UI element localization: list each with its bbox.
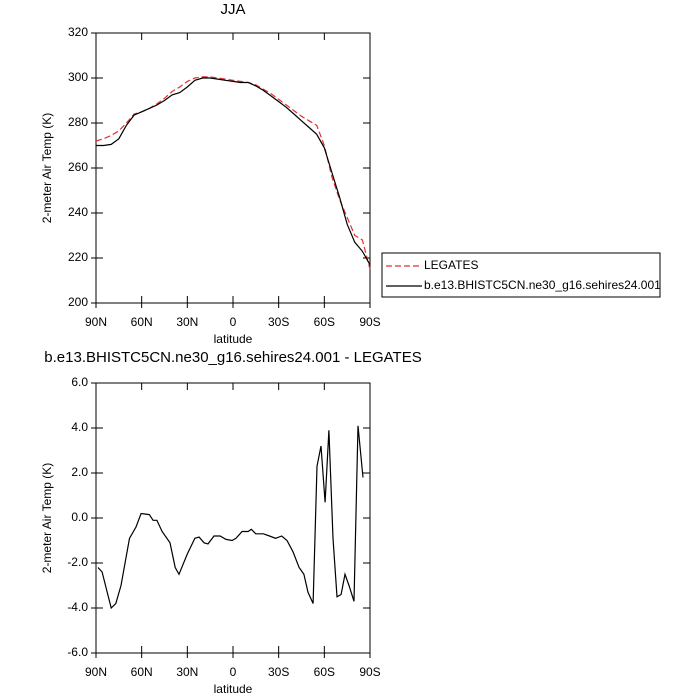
plot-frame — [95, 382, 371, 654]
x-tick-label: 0 — [230, 315, 237, 329]
legend-box — [381, 252, 661, 298]
y-tick-label: 220 — [68, 250, 88, 264]
y-axis-label: 2-meter Air Temp (K) — [40, 113, 54, 223]
x-axis-label: latitude — [214, 682, 253, 696]
y-axis-label: 2-meter Air Temp (K) — [40, 463, 54, 573]
x-tick-label: 90S — [359, 665, 380, 679]
y-tick-label: 240 — [68, 205, 88, 219]
x-tick-label: 30S — [268, 315, 289, 329]
x-tick-label: 90S — [359, 315, 380, 329]
x-tick-label: 60S — [314, 665, 335, 679]
y-tick-label: 260 — [68, 160, 88, 174]
y-tick-label: 320 — [68, 25, 88, 39]
chart-title: JJA — [220, 1, 245, 18]
y-tick-label: 0.0 — [71, 510, 88, 524]
data-line — [96, 77, 371, 266]
x-tick-label: 0 — [230, 665, 237, 679]
x-tick-label: 60S — [314, 315, 335, 329]
y-tick-label: 2.0 — [71, 465, 88, 479]
y-tick-label: 200 — [68, 295, 88, 309]
x-tick-label: 90N — [85, 665, 107, 679]
y-tick-label: -4.0 — [67, 600, 88, 614]
x-tick-label: 30N — [176, 315, 198, 329]
y-tick-label: 6.0 — [71, 375, 88, 389]
x-tick-label: 60N — [131, 665, 153, 679]
legend-label: LEGATES — [424, 258, 478, 272]
x-axis-label: latitude — [214, 332, 253, 346]
x-tick-label: 90N — [85, 315, 107, 329]
y-tick-label: -2.0 — [67, 555, 88, 569]
legend-label: b.e13.BHISTC5CN.ne30_g16.sehires24.001 — [424, 278, 661, 292]
data-line — [97, 425, 364, 610]
data-line — [95, 76, 371, 270]
y-tick-label: -6.0 — [67, 645, 88, 659]
x-tick-label: 30S — [268, 665, 289, 679]
x-tick-label: 30N — [176, 665, 198, 679]
y-tick-label: 300 — [68, 70, 88, 84]
y-tick-label: 280 — [68, 115, 88, 129]
y-tick-label: 4.0 — [71, 420, 88, 434]
chart-title: b.e13.BHISTC5CN.ne30_g16.sehires24.001 -… — [44, 349, 421, 366]
x-tick-label: 60N — [131, 315, 153, 329]
plot-frame — [95, 32, 371, 304]
